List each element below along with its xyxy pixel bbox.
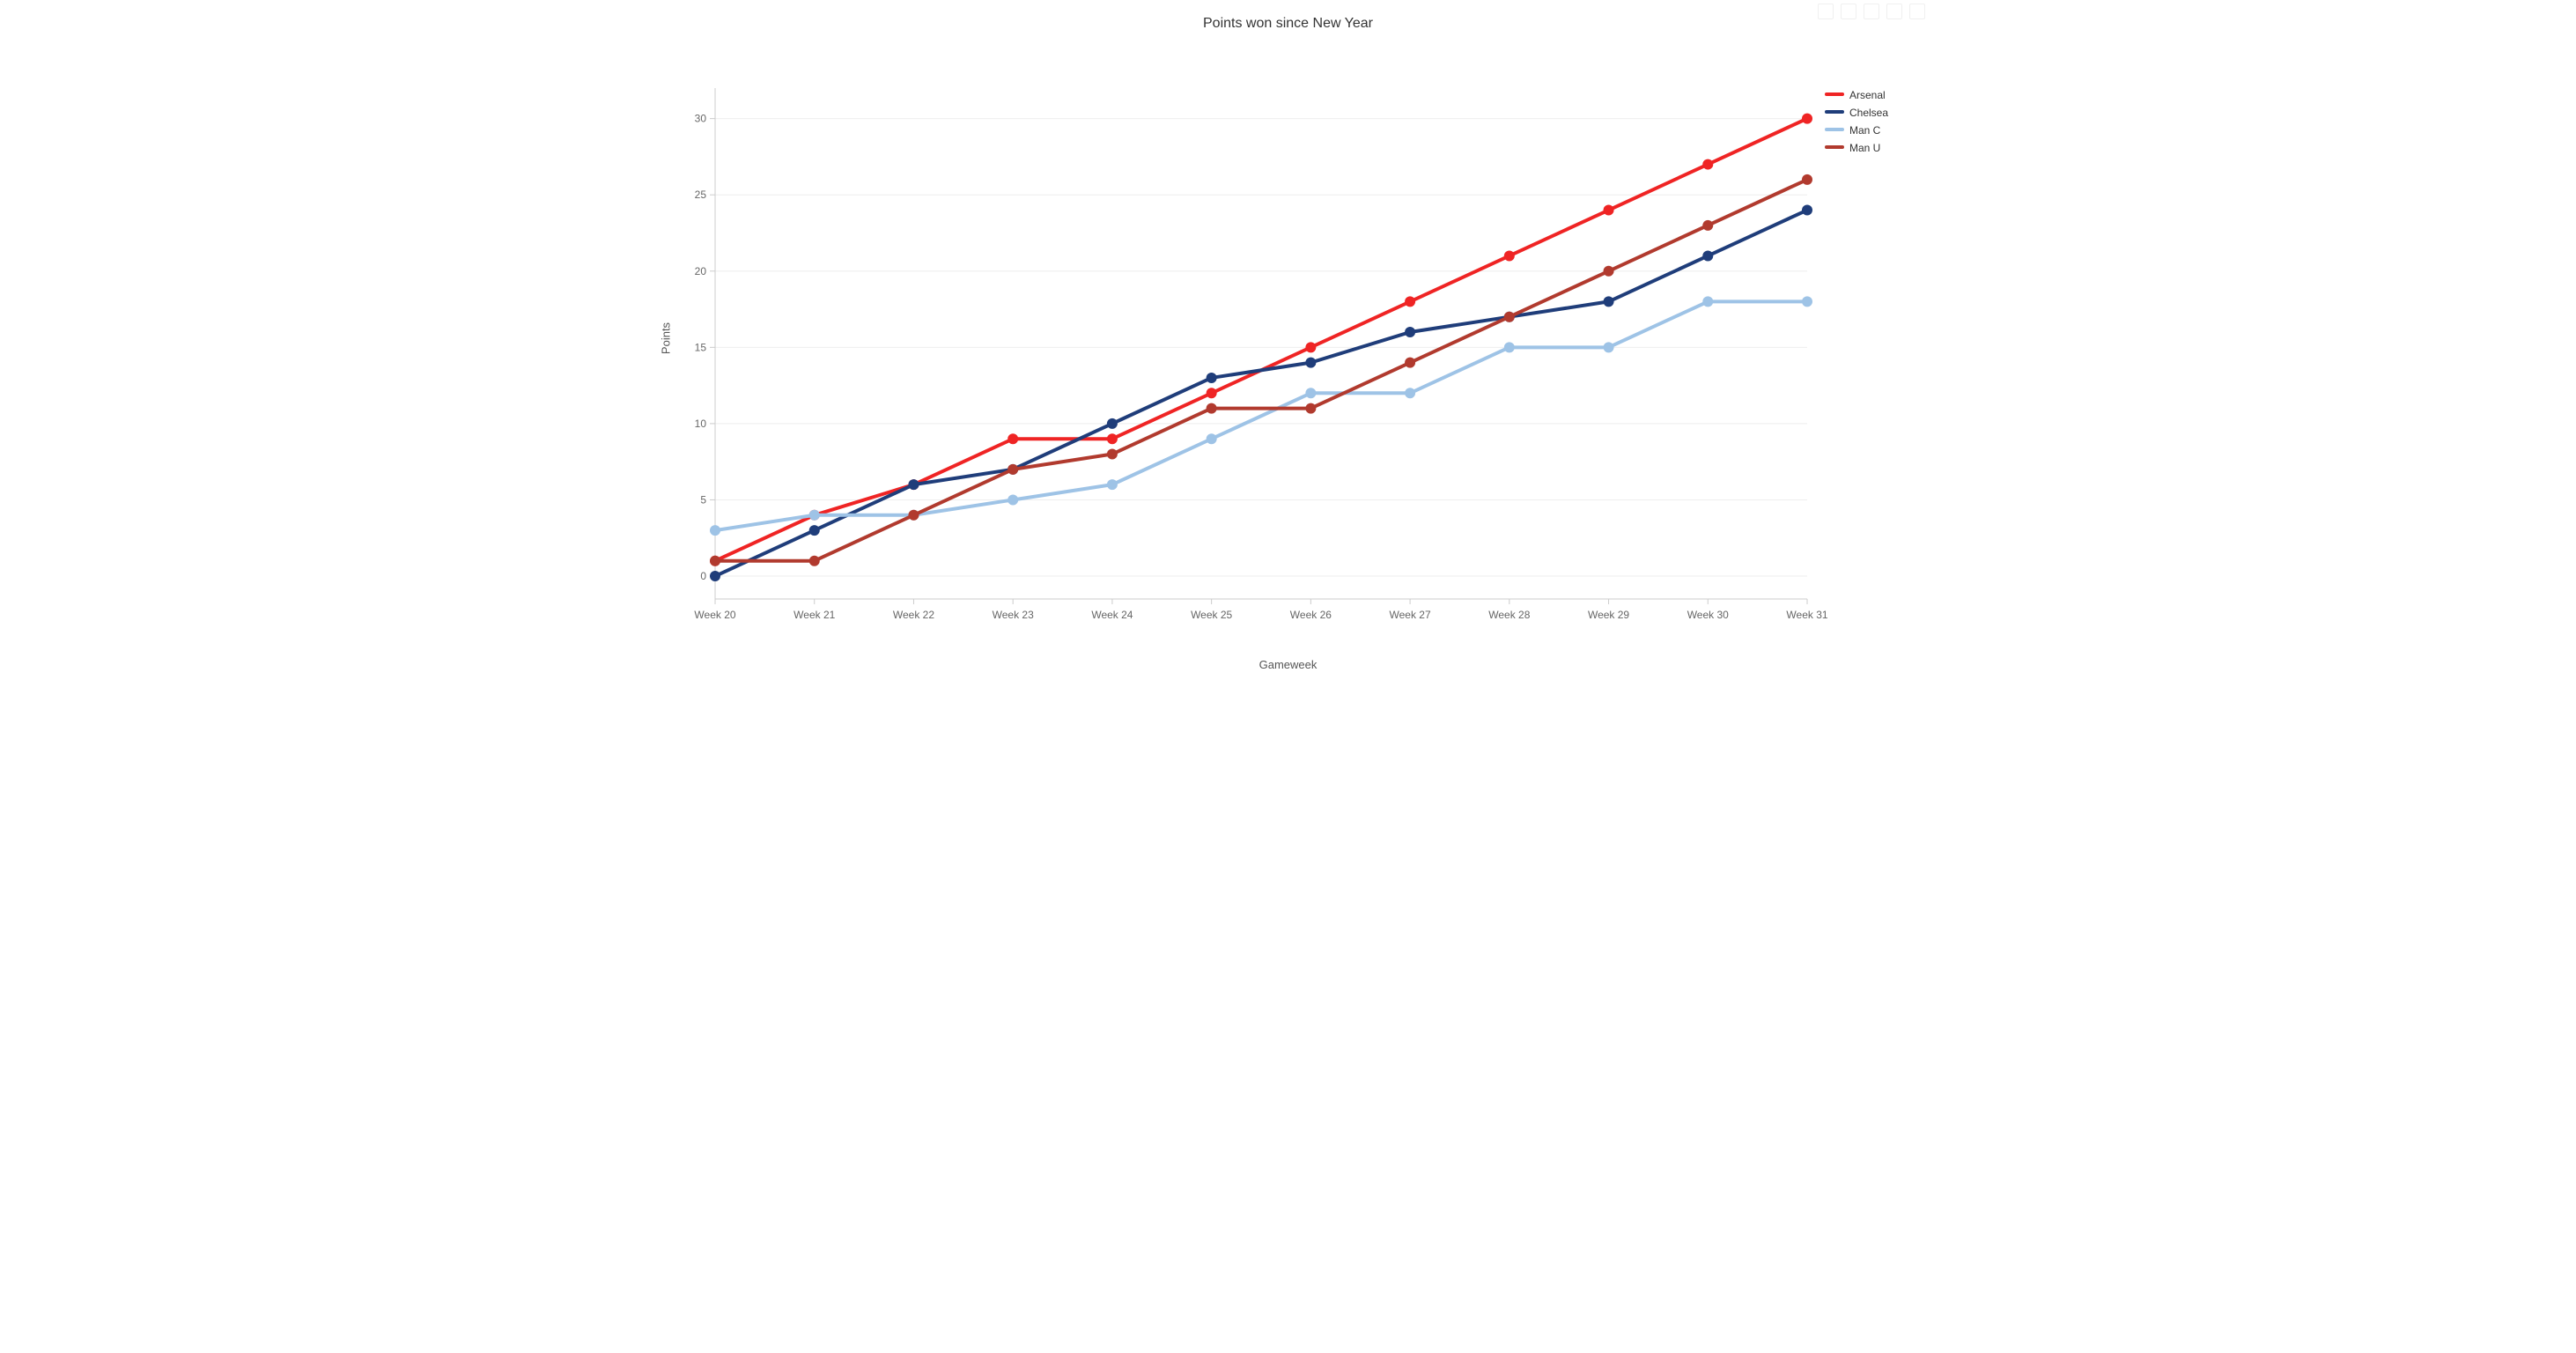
x-tick-label: Week 27: [1389, 609, 1430, 621]
x-tick-label: Week 22: [892, 609, 934, 621]
data-point[interactable]: [710, 525, 720, 536]
data-point[interactable]: [1702, 220, 1713, 231]
data-point[interactable]: [1106, 449, 1117, 460]
data-point[interactable]: [908, 479, 919, 490]
data-point[interactable]: [1603, 296, 1613, 307]
data-point[interactable]: [1802, 114, 1812, 124]
legend: Arsenal Chelsea Man C Man U: [1825, 89, 1888, 154]
x-axis: Week 20 Week 21 Week 22 Week 23 Week 24 Week …: [694, 599, 1827, 621]
x-tick-label: Week 23: [992, 609, 1033, 621]
data-point[interactable]: [1008, 494, 1018, 505]
data-point[interactable]: [1206, 433, 1216, 444]
legend-label: Chelsea: [1849, 107, 1888, 119]
data-point[interactable]: [1008, 464, 1018, 475]
data-point[interactable]: [808, 525, 819, 536]
y-tick-label: 30: [694, 113, 706, 125]
data-point[interactable]: [1603, 205, 1613, 216]
y-tick-label: 15: [694, 341, 706, 353]
data-point[interactable]: [1405, 327, 1415, 337]
data-point[interactable]: [1106, 479, 1117, 490]
data-point[interactable]: [1305, 358, 1316, 368]
data-point[interactable]: [1702, 250, 1713, 261]
data-point[interactable]: [1206, 388, 1216, 398]
data-point[interactable]: [1106, 433, 1117, 444]
data-point[interactable]: [1405, 296, 1415, 307]
legend-item-man-u[interactable]: Man U: [1825, 142, 1880, 154]
x-tick-label: Week 29: [1587, 609, 1628, 621]
data-point[interactable]: [1702, 296, 1713, 307]
y-tick-label: 20: [694, 265, 706, 277]
y-tick-label: 10: [694, 418, 706, 430]
gridlines: [715, 119, 1807, 576]
legend-item-arsenal[interactable]: Arsenal: [1825, 89, 1886, 101]
data-point[interactable]: [1405, 358, 1415, 368]
data-point[interactable]: [808, 510, 819, 521]
data-point[interactable]: [1305, 342, 1316, 352]
x-tick-label: Week 20: [694, 609, 735, 621]
y-axis: 0 5 10 15 20 25 30: [694, 88, 714, 599]
data-point[interactable]: [1802, 174, 1812, 185]
legend-label: Arsenal: [1849, 89, 1886, 101]
data-point[interactable]: [1503, 342, 1514, 352]
series-arsenal[interactable]: [710, 114, 1812, 566]
data-point[interactable]: [1305, 403, 1316, 414]
x-tick-label: Week 31: [1786, 609, 1827, 621]
legend-label: Man C: [1849, 124, 1881, 137]
x-tick-label: Week 25: [1191, 609, 1232, 621]
x-tick-label: Week 21: [793, 609, 835, 621]
series-chelsea[interactable]: [710, 205, 1812, 582]
data-point[interactable]: [1405, 388, 1415, 398]
data-point[interactable]: [1206, 403, 1216, 414]
y-tick-label: 5: [700, 493, 706, 506]
chart-svg: 0 5 10 15 20 25 30 Week 20 Week 21 Week 22 Week 23…: [645, 0, 1932, 676]
legend-item-chelsea[interactable]: Chelsea: [1825, 107, 1888, 119]
data-point[interactable]: [908, 510, 919, 521]
data-point[interactable]: [1603, 266, 1613, 277]
data-point[interactable]: [1008, 433, 1018, 444]
y-tick-label: 0: [700, 570, 706, 582]
data-point[interactable]: [710, 556, 720, 566]
data-point[interactable]: [1305, 388, 1316, 398]
data-point[interactable]: [1802, 205, 1812, 216]
data-point[interactable]: [710, 571, 720, 581]
x-tick-label: Week 30: [1687, 609, 1728, 621]
data-point[interactable]: [1603, 342, 1613, 352]
legend-label: Man U: [1849, 142, 1880, 154]
chart-container: Points won since New Year Points Gamewee…: [645, 0, 1932, 676]
data-point[interactable]: [1802, 296, 1812, 307]
data-point[interactable]: [1702, 159, 1713, 170]
data-point[interactable]: [808, 556, 819, 566]
data-point[interactable]: [1503, 312, 1514, 322]
data-point[interactable]: [1206, 373, 1216, 383]
x-tick-label: Week 28: [1488, 609, 1530, 621]
x-tick-label: Week 24: [1091, 609, 1133, 621]
legend-item-man-c[interactable]: Man C: [1825, 124, 1881, 137]
x-tick-label: Week 26: [1289, 609, 1331, 621]
data-point[interactable]: [1106, 418, 1117, 429]
data-point[interactable]: [1503, 250, 1514, 261]
y-tick-label: 25: [694, 189, 706, 201]
